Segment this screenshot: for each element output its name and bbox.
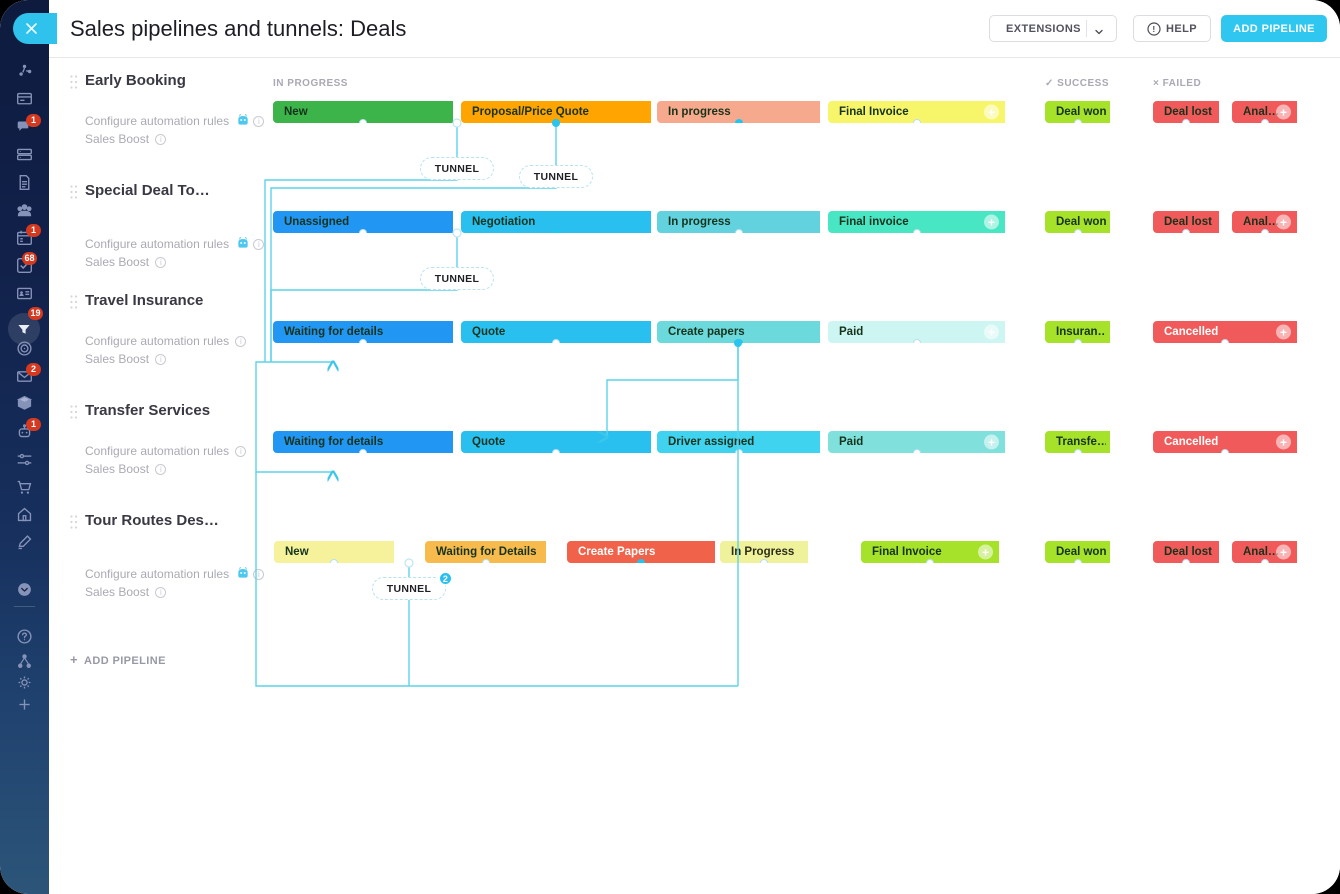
svg-text:!: ! xyxy=(1152,24,1155,34)
